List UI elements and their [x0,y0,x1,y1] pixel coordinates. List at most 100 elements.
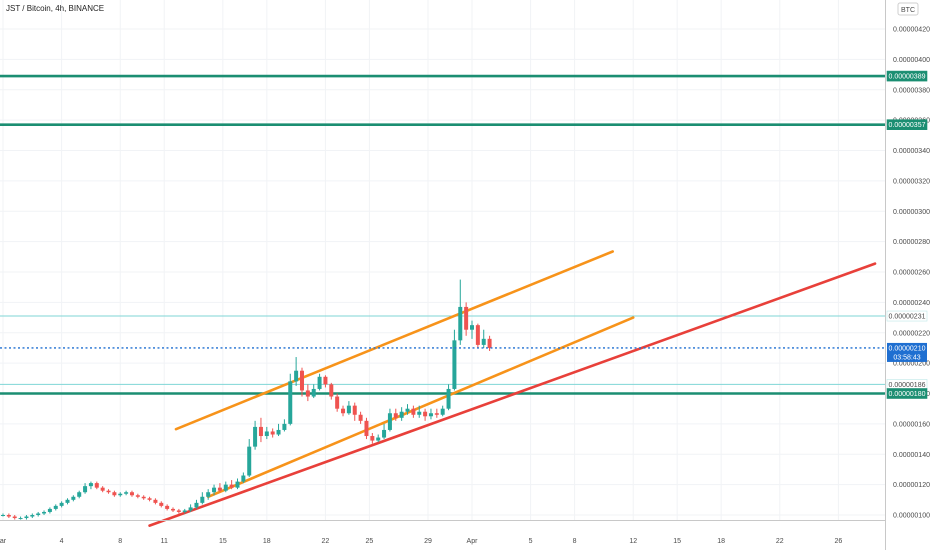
candle [329,382,334,400]
price-tick-label: 0.00000340 [893,148,930,155]
candle-body [159,502,164,506]
price-tick-label: 0.00000380 [893,87,930,94]
price-tick-label: 0.00000140 [893,452,930,459]
candle [71,495,76,502]
candle-body [124,492,129,494]
candle [30,513,35,519]
level-price-tag-box [886,388,928,399]
candle [206,489,211,500]
candle [141,495,146,500]
candle [147,496,152,502]
trend-lines [148,250,877,527]
candle-body [382,429,387,438]
candle [235,478,240,490]
currency-badge[interactable] [897,2,919,16]
time-tick-label: Apr [467,538,479,545]
candle [446,384,451,411]
candle [212,484,217,496]
candle [464,302,469,336]
candle-body [282,423,287,430]
candle [100,486,105,493]
price-tick-label: 0.00000160 [893,421,930,428]
candle-body [206,492,211,497]
time-axis[interactable]: ar 4 8 11 15 18 22 25 29 Apr 5 8 12 15 18 22 26 [0,538,842,545]
candle-body [83,486,88,493]
candle [229,480,234,490]
candle-body [100,487,105,491]
candle-body [352,405,357,415]
candle [53,504,58,511]
candle-body [188,507,193,511]
time-tick-label: 4 [60,538,64,545]
candle [182,508,187,514]
candle [194,499,199,509]
candle-body [6,515,11,517]
time-tick-label: 26 [835,538,843,545]
candle [165,504,170,511]
candle-body [440,408,445,415]
last-price-tag: 0.00000210 [889,345,926,352]
candle-body [335,396,340,409]
price-tick-label: 0.00000320 [893,178,930,185]
candle [65,498,70,505]
candle-body [446,388,451,409]
candle [417,405,422,418]
time-tick-label: 22 [776,538,784,545]
candle-body [417,411,422,415]
level-price-tag-box [886,70,928,82]
candle [276,423,281,437]
time-tick-label: 5 [529,538,533,545]
candle [411,405,416,418]
candle [200,492,205,505]
candle [129,490,134,497]
candle-body [481,338,486,345]
candle [112,490,117,497]
candle [6,513,11,519]
candle [94,481,99,490]
candle-body [370,436,375,441]
candle [88,481,93,490]
price-tick-label: 0.00000200 [893,361,930,368]
candle-body [288,381,293,424]
level-price-tag: 0.00000357 [889,122,926,129]
candle [171,507,176,512]
candle-body [434,413,439,415]
candle [323,375,328,388]
candle [24,515,29,520]
candle [341,405,346,417]
chart-title: JST / Bitcoin, 4h, BINANCE [6,4,104,13]
candle-body [235,481,240,488]
candle [364,417,369,440]
candle [452,329,457,391]
candle-body [487,338,492,348]
trend-line [174,250,615,431]
candle [387,408,392,432]
price-tick-label: 0.00000300 [893,209,930,216]
candle-body [171,508,176,511]
level-price-tag-box [886,310,928,322]
candle [47,507,52,514]
candle-body [241,475,246,482]
time-tick-label: 12 [629,538,637,545]
candle [288,373,293,426]
candle-body [176,510,181,512]
time-tick-label: 15 [673,538,681,545]
candle-body [247,446,252,476]
candle-body [24,516,29,519]
price-tick-label: 0.00000240 [893,300,930,307]
candle-body [264,431,269,437]
candle-body [118,493,123,496]
candle [440,405,445,417]
candle [223,481,228,493]
candle [470,320,474,339]
last-price-tag-box [887,342,927,362]
candle-body [428,413,433,417]
candle [376,434,381,443]
candle-body [323,376,328,385]
candle [393,408,398,421]
candle-body [475,325,480,345]
candle [481,329,486,348]
candle [428,408,433,420]
